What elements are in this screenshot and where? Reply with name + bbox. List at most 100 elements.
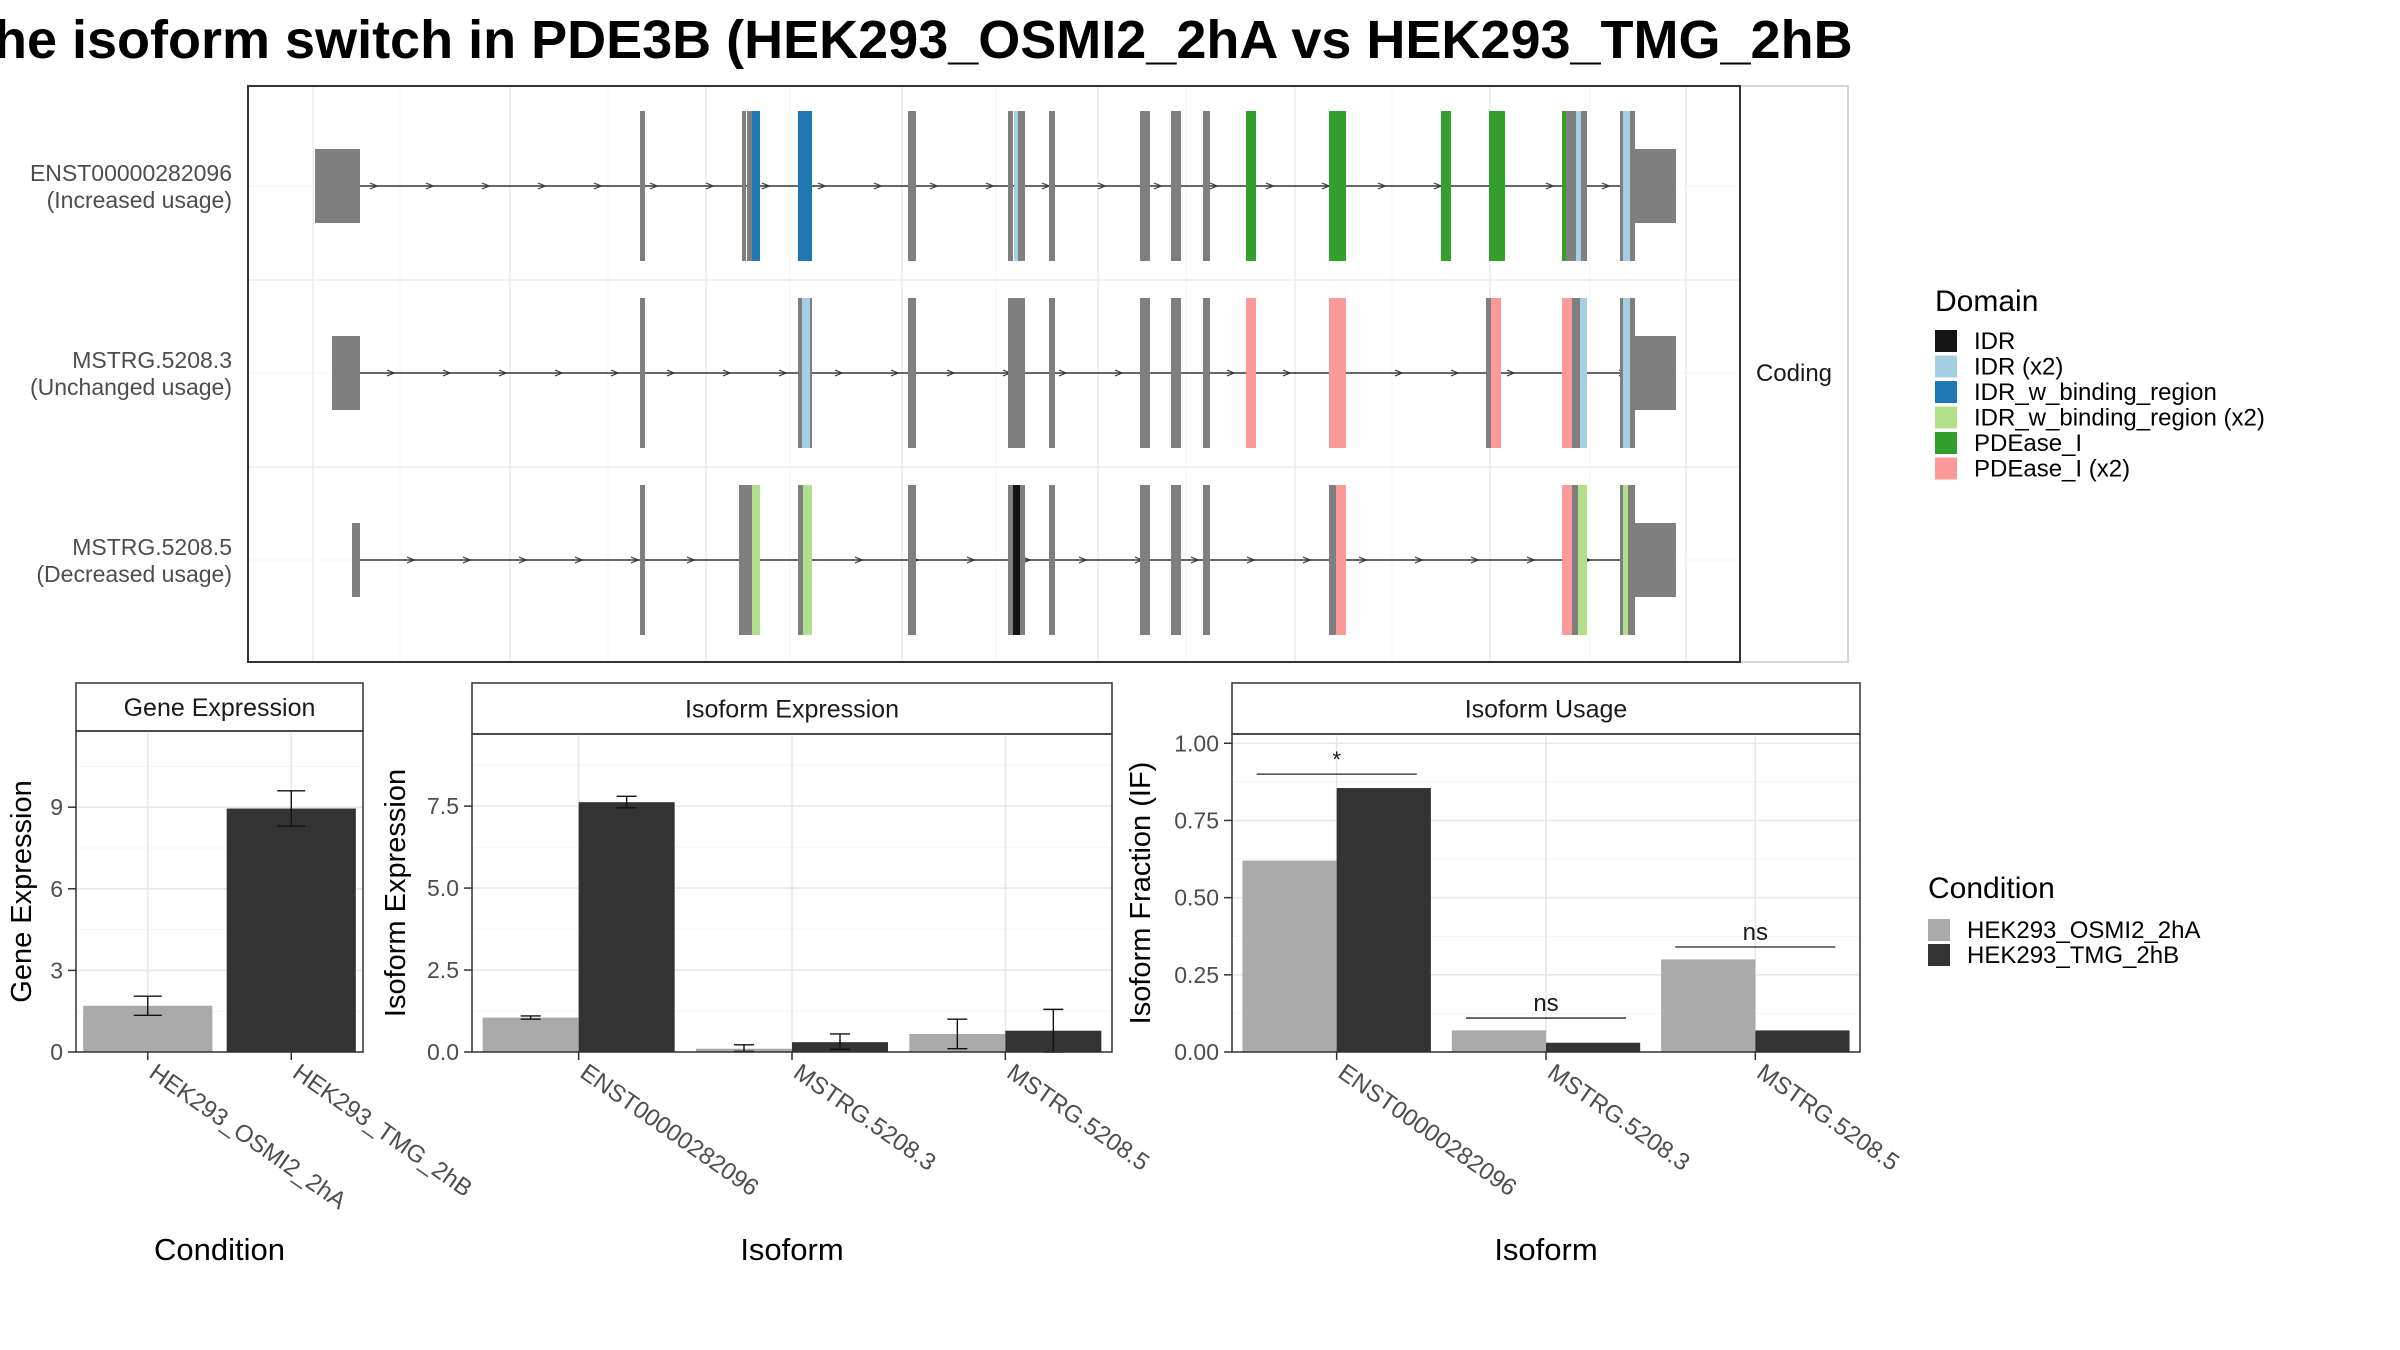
x-axis-title: Isoform: [1494, 1232, 1597, 1267]
transcript-usage-label: (Increased usage): [47, 187, 232, 213]
coding-exon: [1489, 111, 1505, 261]
coding-exon: [1203, 485, 1210, 635]
coding-exon: [1562, 298, 1572, 448]
significance-label: ns: [1743, 919, 1768, 946]
coding-exon: [1566, 111, 1576, 261]
figure-title: he isoform switch in PDE3B (HEK293_OSMI2…: [0, 10, 1853, 70]
coding-exon: [1329, 485, 1336, 635]
coding-exon: [1578, 485, 1587, 635]
intron-direction-arrow: [425, 182, 435, 190]
coding-exon: [1630, 298, 1635, 448]
coding-exon: [1562, 485, 1572, 635]
intron-direction-arrow: [1545, 182, 1555, 190]
isoform-usage-panel: Isoform Usage 0.00 0.25 0.50 0.75 1.00 * ns ns EN…: [1125, 682, 1904, 1267]
intron-direction-arrow: [1394, 369, 1404, 377]
intron-direction-arrow: [666, 369, 676, 377]
coding-exon: [802, 298, 810, 448]
coding-exon: [1620, 485, 1623, 635]
intron-direction-arrow: [1450, 369, 1460, 377]
intron-direction-arrow: [1078, 556, 1088, 564]
y-axis-title: Gene Expression: [6, 780, 38, 1002]
intron-direction-arrow: [1282, 369, 1292, 377]
coding-exon: [1329, 111, 1346, 261]
significance-label: ns: [1533, 990, 1558, 1017]
x-tick-label: MSTRG.5208.5: [1002, 1059, 1154, 1177]
intron-direction-arrow: [1058, 369, 1068, 377]
panel-title: Isoform Expression: [685, 696, 899, 724]
intron-direction-arrow: [761, 182, 771, 190]
structure-strip: [1739, 85, 1849, 663]
condition-legend-swatch: [1928, 919, 1950, 941]
intron-direction-arrow: [1209, 182, 1219, 190]
y-tick-label: 5.0: [427, 875, 459, 901]
transcript-structure-panel: Coding ENST00000282096(Increased usage) MS…: [30, 85, 1849, 663]
coding-exon: [1572, 298, 1580, 448]
intron-direction-arrow: [1097, 182, 1107, 190]
utr-block: [332, 336, 360, 410]
bar: [1755, 1030, 1850, 1052]
coding-exon: [1049, 485, 1055, 635]
intron-direction-arrow: [481, 182, 491, 190]
y-axis-title: Isoform Expression: [380, 769, 412, 1017]
intron-direction-arrow: [722, 369, 732, 377]
intron-direction-arrow: [386, 369, 396, 377]
utr-block: [1634, 523, 1676, 597]
coding-exon: [1620, 298, 1623, 448]
intron-direction-arrow: [649, 182, 659, 190]
coding-exon: [798, 111, 812, 261]
coding-exon: [739, 485, 752, 635]
domain-legend-swatch: [1935, 406, 1957, 429]
domain-legend-label: PDEase_I: [1974, 430, 2082, 457]
intron-direction-arrow: [966, 556, 976, 564]
x-tick-label: MSTRG.5208.5: [1752, 1059, 1904, 1177]
intron-direction-arrow: [1302, 556, 1312, 564]
intron-direction-arrow: [817, 182, 827, 190]
domain-legend-swatch: [1935, 457, 1957, 480]
coding-exon: [1620, 111, 1623, 261]
y-tick-label: 1.00: [1174, 730, 1219, 756]
intron-direction-arrow: [929, 182, 939, 190]
coding-exon: [1171, 485, 1181, 635]
y-tick-label: 0.25: [1174, 962, 1219, 988]
isoform-expression-panel: Isoform Expression 0.0 2.5 5.0 7.5 ENST000002…: [380, 682, 1154, 1267]
coding-exon: [1441, 111, 1451, 261]
bar: [226, 808, 356, 1052]
intron-direction-arrow: [985, 182, 995, 190]
condition-legend-title: Condition: [1928, 872, 2055, 905]
significance-label: *: [1332, 747, 1341, 772]
intron-direction-arrow: [406, 556, 416, 564]
coding-exon: [1562, 111, 1566, 261]
coding-exon: [1203, 111, 1210, 261]
intron-direction-arrow: [630, 556, 640, 564]
coding-exon: [1623, 485, 1628, 635]
coding-exon: [752, 485, 760, 635]
coding-exon: [1014, 111, 1018, 261]
coding-exon: [1013, 485, 1020, 635]
intron-direction-arrow: [442, 369, 452, 377]
coding-exon: [1581, 111, 1587, 261]
intron-direction-arrow: [1414, 556, 1424, 564]
intron-direction-arrow: [1601, 182, 1611, 190]
intron-direction-arrow: [705, 182, 715, 190]
bar: [1451, 1030, 1546, 1052]
coding-exon: [1329, 298, 1346, 448]
y-tick-label: 7.5: [427, 793, 459, 819]
coding-exon: [1008, 298, 1025, 448]
transcript-model-1: [315, 111, 1676, 261]
coding-exon: [1171, 111, 1181, 261]
transcript-usage-label: (Decreased usage): [36, 561, 232, 587]
coding-exon: [1623, 298, 1630, 448]
bar: [482, 1017, 579, 1052]
domain-legend-swatch: [1935, 330, 1957, 352]
intron-direction-arrow: [946, 369, 956, 377]
utr-block: [315, 149, 360, 223]
panel-border: [75, 730, 364, 1053]
domain-legend-title: Domain: [1935, 285, 2038, 318]
coding-exon: [742, 111, 746, 261]
coding-exon: [803, 485, 812, 635]
coding-exon: [1572, 485, 1578, 635]
y-tick-label: 0.00: [1174, 1039, 1219, 1065]
y-tick-label: 0.75: [1174, 807, 1219, 833]
